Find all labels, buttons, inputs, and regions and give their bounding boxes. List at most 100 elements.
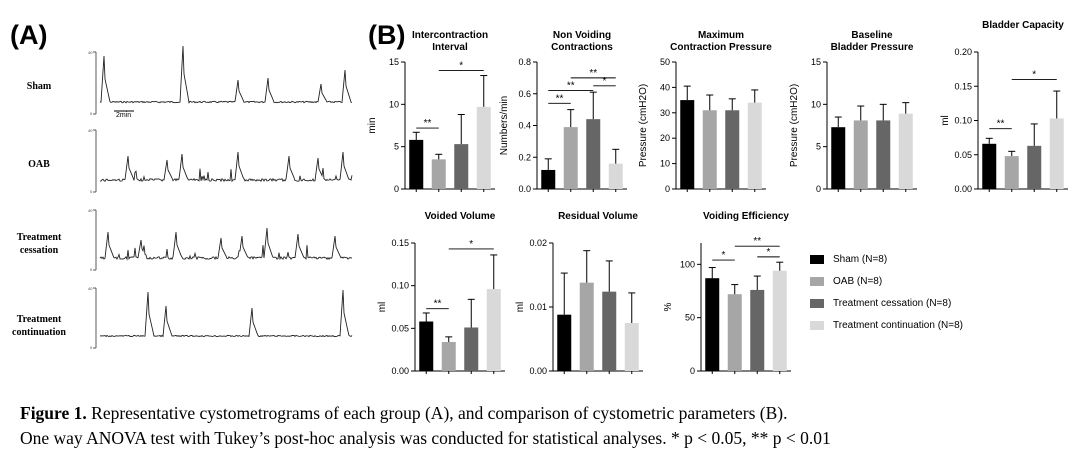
chart-title: Interval — [432, 42, 468, 53]
significance-label: ** — [589, 68, 597, 79]
bar-treatment-cessation — [750, 289, 765, 371]
trace-tick-label: 0 — [90, 189, 93, 194]
legend-item: OAB (N=8) — [810, 270, 963, 292]
significance-label: ** — [567, 81, 575, 92]
y-tick-label: 10 — [811, 99, 821, 109]
y-tick-label: 0.02 — [529, 238, 547, 248]
trace-line — [99, 289, 353, 338]
y-tick-label: 0.05 — [391, 323, 409, 333]
y-tick-label: 0.0 — [518, 184, 531, 194]
chart-title: Voided Volume — [425, 211, 496, 222]
chart-title: Contraction Pressure — [670, 42, 772, 53]
y-tick-label: 5 — [816, 142, 821, 152]
trace-label-treatment-continuation: Treatment continuation — [12, 314, 66, 338]
y-tick-label: 0.15 — [954, 81, 972, 91]
y-tick-label: 50 — [660, 57, 670, 67]
trace-tick-label: 40 — [88, 208, 93, 213]
y-tick-label: 100 — [680, 259, 695, 269]
significance-label: * — [767, 247, 771, 258]
trace-tick-label: 0 — [90, 345, 93, 350]
legend-swatch — [810, 298, 824, 308]
trace-row: 40 0 — [88, 208, 353, 272]
bar-treatment-cessation — [586, 119, 601, 189]
legend-item: Sham (N=8) — [810, 248, 963, 270]
significance-label: * — [469, 239, 473, 250]
y-tick-label: 0.20 — [954, 47, 972, 57]
y-tick-label: 0.15 — [391, 238, 409, 248]
significance-label: ** — [434, 299, 442, 310]
legend-label: Treatment cessation (N=8) — [833, 297, 952, 309]
trace-line — [99, 227, 353, 261]
bar-sham — [831, 127, 846, 189]
trace-row: 40 0 — [88, 45, 353, 116]
legend-label: Treatment continuation (N=8) — [833, 319, 963, 331]
panel-a-label: (A) — [10, 20, 48, 50]
trace-row: 40 0 — [88, 128, 353, 194]
bar-treatment-cessation — [876, 120, 891, 189]
trace-line — [100, 151, 353, 183]
caption-line-2: One way ANOVA test with Tukey’s post-hoc… — [20, 428, 831, 448]
chart-title: Non Voiding — [553, 30, 611, 41]
significance-label: ** — [997, 119, 1005, 130]
y-tick-label: 40 — [660, 82, 670, 92]
bar-treatment-cessation — [464, 327, 479, 371]
bar-oab — [563, 127, 578, 189]
y-tick-label: 0.2 — [518, 152, 531, 162]
trace-label-treatment-cessation: Treatment cessation — [16, 232, 62, 256]
trace-row: 40 0 — [88, 286, 353, 350]
bar-oab — [441, 341, 456, 371]
legend-label: Sham (N=8) — [833, 253, 888, 265]
bar-treatment-continuation — [772, 270, 787, 371]
legend-swatch — [810, 276, 824, 286]
y-tick-label: 0.10 — [391, 281, 409, 291]
bar-sham — [982, 143, 997, 189]
y-tick-label: 30 — [660, 108, 670, 118]
legend-label: OAB (N=8) — [833, 275, 883, 287]
chart-title: Residual Volume — [558, 211, 638, 222]
y-tick-label: 0.6 — [518, 89, 531, 99]
y-tick-label: 0.00 — [954, 184, 972, 194]
y-tick-label: 0 — [665, 184, 670, 194]
bar-sham — [705, 278, 720, 371]
bar-treatment-continuation — [486, 289, 501, 371]
chart-title: Bladder Capacity — [982, 20, 1064, 31]
y-tick-label: 0.8 — [518, 57, 531, 67]
y-tick-label: 0.05 — [954, 150, 972, 160]
trace-label-oab: OAB — [28, 159, 50, 170]
caption-line-1: Figure 1. Representative cystometrograms… — [20, 401, 1070, 426]
y-tick-label: 0.10 — [954, 116, 972, 126]
y-tick-label: 10 — [660, 159, 670, 169]
significance-label: * — [1032, 69, 1036, 80]
caption-text-1: Representative cystometrograms of each g… — [86, 403, 788, 423]
figure-label: Figure 1. — [20, 403, 87, 423]
significance-label: * — [459, 60, 463, 71]
y-tick-label: 0 — [394, 184, 399, 194]
y-axis-label: min — [367, 117, 378, 133]
bar-treatment-continuation — [898, 113, 913, 189]
significance-label: ** — [424, 118, 432, 129]
significance-label: ** — [556, 93, 564, 104]
y-tick-label: 15 — [389, 57, 399, 67]
y-axis-label: % — [663, 302, 674, 311]
bar-sham — [419, 321, 434, 371]
bar-treatment-continuation — [608, 163, 623, 189]
significance-label: * — [603, 76, 607, 87]
legend-item: Treatment cessation (N=8) — [810, 292, 963, 314]
y-tick-label: 0.00 — [391, 366, 409, 376]
bar-sham — [680, 100, 695, 189]
bar-oab — [1004, 156, 1019, 189]
chart-title: Contractions — [551, 42, 613, 53]
legend: Sham (N=8) OAB (N=8) Treatment cessation… — [810, 248, 963, 336]
figure-caption: Figure 1. Representative cystometrograms… — [20, 401, 1070, 451]
y-axis-label: Numbers/min — [499, 96, 510, 155]
scale-bar-label: 2min — [116, 112, 132, 119]
y-tick-label: 5 — [394, 142, 399, 152]
legend-swatch — [810, 254, 824, 264]
bar-treatment-continuation — [747, 102, 762, 189]
y-tick-label: 0 — [816, 184, 821, 194]
y-axis-label: ml — [940, 115, 951, 126]
